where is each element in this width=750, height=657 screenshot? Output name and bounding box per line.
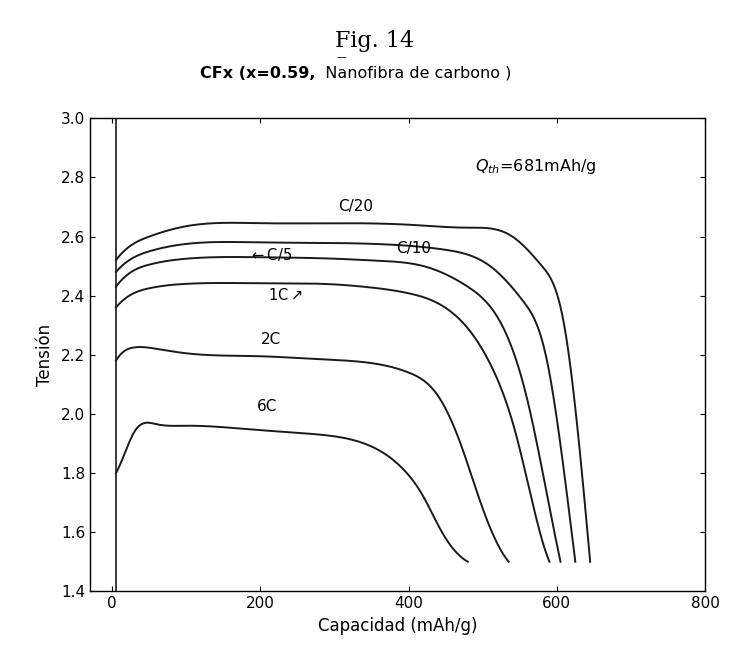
Text: 2C: 2C: [260, 332, 280, 348]
Text: C/20: C/20: [338, 199, 374, 214]
Y-axis label: Tensión: Tensión: [36, 324, 54, 386]
Text: 1C$\nearrow$: 1C$\nearrow$: [268, 287, 302, 303]
Text: $Q_{th}$=681mAh/g: $Q_{th}$=681mAh/g: [476, 156, 596, 175]
Text: Nanofibra de carbono ): Nanofibra de carbono ): [315, 66, 512, 81]
Text: Fig. 14: Fig. 14: [335, 30, 415, 51]
Text: CFx (x=0.59,: CFx (x=0.59,: [200, 66, 315, 81]
X-axis label: Capacidad (mAh/g): Capacidad (mAh/g): [318, 617, 477, 635]
Text: —: —: [336, 53, 346, 62]
Text: $\leftarrow$C/5: $\leftarrow$C/5: [249, 246, 292, 263]
Text: 6C: 6C: [256, 399, 277, 414]
Text: C/10: C/10: [396, 240, 431, 256]
